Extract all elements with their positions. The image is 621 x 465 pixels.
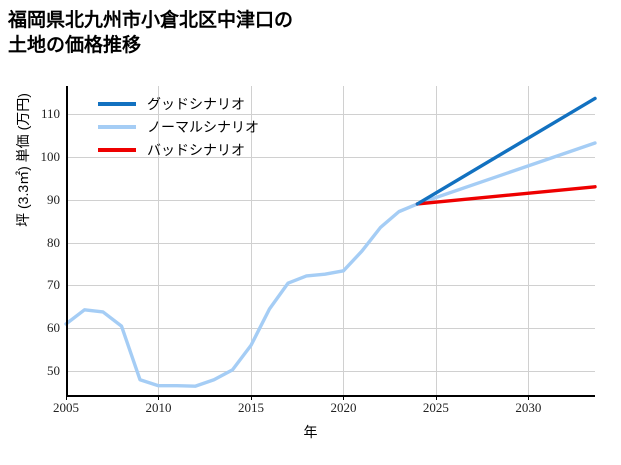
y-axis-line [66,86,68,396]
gridline-x-2025 [436,86,437,396]
x-tick-mark-2005 [66,396,67,400]
series-line-グッドシナリオ [415,96,597,206]
gridline-x-2015 [251,86,252,396]
x-tick-mark-2020 [343,396,344,400]
x-tick-label-2015: 2015 [237,400,264,415]
legend-swatch-bad-icon [98,147,136,152]
x-tick-mark-2010 [158,396,159,400]
x-tick-mark-2030 [528,396,529,400]
plot-area [64,86,597,400]
y-tick-label-50: 50 [47,363,60,379]
y-tick-label-110: 110 [40,105,60,121]
y-tick-labels: 50 60 70 80 90 100 110 [20,86,61,396]
y-tick-label-100: 100 [40,148,61,164]
gridline-y-110 [66,114,595,115]
series-line-バッドシナリオ [415,185,597,206]
x-tick-label-2010: 2010 [145,400,172,415]
legend-item-normal[interactable]: ノーマルシナリオ [98,115,313,138]
legend-label-bad: バッドシナリオ [147,141,245,158]
x-axis-title: 年 [303,424,318,440]
x-tick-label-2020: 2020 [330,400,357,415]
gridline-y-50 [66,371,595,372]
legend-item-good[interactable]: グッドシナリオ [98,92,313,115]
series-lines [64,96,597,388]
gridline-x-2010 [158,86,159,396]
gridline-y-70 [66,285,595,286]
series-line-ノーマルシナリオ [64,141,597,388]
x-tick-mark-2015 [251,396,252,400]
x-tick-label-2025: 2025 [422,400,449,415]
y-axis-title: 坪 (3.3㎡) 単価 (万円) [15,93,31,227]
gridline-y-60 [66,328,595,329]
y-tick-label-90: 90 [47,191,60,207]
gridline-y-90 [66,200,595,201]
legend-swatch-good-icon [98,101,136,106]
x-axis-line [66,395,595,397]
x-tick-label-2030: 2030 [515,400,542,415]
gridline-x-2020 [343,86,344,396]
x-tick-mark-2025 [436,396,437,400]
y-tick-label-70: 70 [47,277,60,293]
y-tick-label-80: 80 [47,234,60,250]
legend-label-normal: ノーマルシナリオ [147,118,259,135]
plot-background [66,86,595,396]
legend-swatch-normal-icon [98,124,136,129]
gridline-x-2030 [528,86,529,396]
gridline-y-80 [66,243,595,244]
x-tick-label-2005: 2005 [53,400,79,415]
chart-legend: グッドシナリオ ノーマルシナリオ バッドシナリオ [98,90,313,163]
x-tick-labels: 2005 2010 2015 2020 2025 2030 [53,400,595,420]
legend-label-good: グッドシナリオ [147,95,245,112]
chart-title: 福岡県北九州市小倉北区中津口の 土地の価格推移 [8,10,294,57]
legend-item-bad[interactable]: バッドシナリオ [98,138,313,161]
y-tick-label-60: 60 [47,320,60,336]
gridline-y-100 [66,157,595,158]
